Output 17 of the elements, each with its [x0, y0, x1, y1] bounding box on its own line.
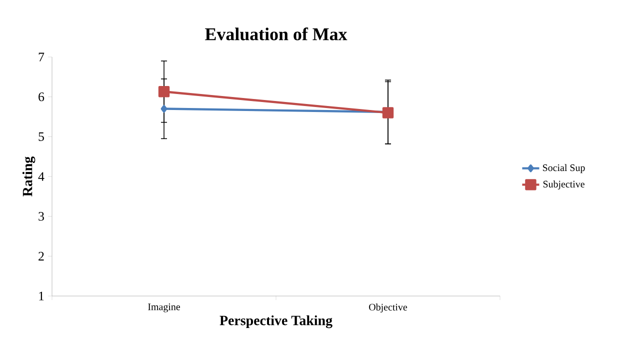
y-tick-label: 3 — [38, 212, 44, 221]
legend-label: Subjective — [543, 180, 584, 190]
y-tick-label: 1 — [39, 292, 44, 300]
y-tick-label: 4 — [38, 172, 44, 181]
x-tick-label: Objective — [369, 304, 408, 313]
x-axis-title: Perspective Taking — [220, 315, 332, 328]
legend-label: Social Sup — [542, 164, 585, 174]
chart-title: Evaluation of Max — [205, 27, 348, 40]
point — [160, 104, 168, 113]
y-tick-label: 7 — [38, 52, 44, 62]
y-tick-label: 6 — [38, 92, 44, 102]
y-tick-label: 2 — [38, 252, 44, 260]
y-axis-title: Rating — [22, 156, 36, 196]
point — [158, 86, 170, 98]
point — [382, 107, 394, 118]
y-tick-label: 5 — [38, 132, 44, 141]
x-tick-label: Imagine — [148, 304, 180, 312]
